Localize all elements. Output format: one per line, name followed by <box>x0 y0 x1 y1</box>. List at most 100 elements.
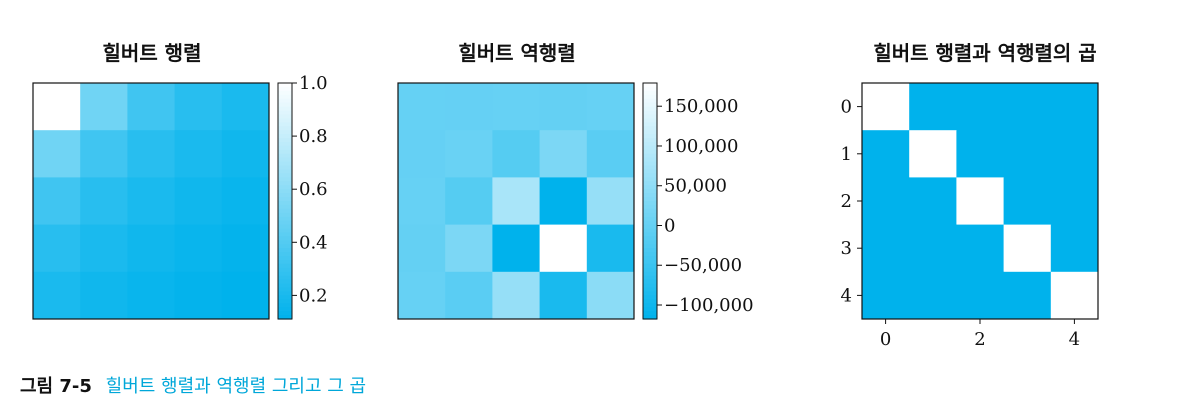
colorbar-segment <box>278 110 292 116</box>
colorbar-segment <box>278 212 292 218</box>
heatmap-cell <box>398 177 446 226</box>
y-tick-label: 3 <box>841 238 852 259</box>
heatmap-cell <box>492 177 541 226</box>
heatmap-cell <box>1003 83 1052 131</box>
heatmap-cell <box>398 271 446 320</box>
colorbar-segment <box>643 189 657 194</box>
colorbar-segment <box>278 142 292 147</box>
colorbar-segment <box>643 157 657 163</box>
colorbar-segment <box>278 240 292 245</box>
heatmap-cell <box>80 177 128 226</box>
colorbar-segment <box>643 295 657 300</box>
colorbar-segment <box>278 216 292 222</box>
heatmap-cell <box>909 271 957 320</box>
heatmap-cell <box>492 224 541 273</box>
heatmap-cell <box>956 83 1005 131</box>
colorbar-segment <box>278 94 292 100</box>
colorbar-frame <box>277 82 293 320</box>
heatmap-cell <box>127 271 176 320</box>
colorbar-segment <box>643 102 657 108</box>
x-tick-label: 2 <box>974 329 985 350</box>
y-tick-label: 0 <box>841 97 852 118</box>
colorbar-segment <box>278 232 292 237</box>
heatmap-frame <box>32 82 270 320</box>
colorbar-segment <box>643 149 657 155</box>
hilbert-matrix-panel: 힐버트 행렬 1.0 0.8 0.6 0.4 0.2 <box>32 41 328 320</box>
colorbar-segment <box>643 311 657 316</box>
colorbar-segment <box>278 224 292 230</box>
colorbar-segment <box>278 98 292 104</box>
heatmap-cell <box>445 177 493 226</box>
colorbar-segment <box>278 161 292 167</box>
colorbar-segment <box>643 232 657 237</box>
heatmap-cell <box>862 271 910 320</box>
colorbar-segment <box>278 138 292 143</box>
figure-caption: 그림 7-5 힐버트 행렬과 역행렬 그리고 그 곱 <box>20 372 366 398</box>
heatmap-cell <box>398 130 446 178</box>
colorbar-segment <box>643 267 657 273</box>
colorbar-segment <box>643 185 657 190</box>
colorbar-segment <box>278 130 292 135</box>
colorbar-segment <box>278 236 292 241</box>
colorbar-segment <box>278 122 292 127</box>
heatmap-cell <box>445 271 493 320</box>
heatmap-cell <box>909 83 957 131</box>
colorbar-segment <box>643 204 657 210</box>
colorbar-segment <box>643 283 657 289</box>
colorbar-segment <box>643 236 657 241</box>
heatmap-cell <box>956 177 1005 226</box>
heatmap-cell <box>33 83 81 131</box>
colorbar-segment <box>643 279 657 285</box>
heatmap-cell <box>1050 83 1099 131</box>
colorbar-segment <box>643 169 657 175</box>
colorbar-segment <box>643 165 657 171</box>
heatmap-cell <box>33 130 81 178</box>
heatmap-cell <box>445 83 493 131</box>
heatmap-cell <box>80 83 128 131</box>
colorbar-segment <box>643 106 657 112</box>
heatmap-cell <box>539 271 588 320</box>
heatmap-cell <box>586 83 635 131</box>
colorbar-segment <box>643 126 657 131</box>
colorbar-segment <box>643 220 657 226</box>
colorbar-segment <box>643 291 657 296</box>
heatmap-cell <box>539 83 588 131</box>
colorbar-segment <box>643 208 657 214</box>
y-tick-label: 1 <box>841 144 852 165</box>
colorbar-segment <box>643 142 657 147</box>
colorbar-segment <box>643 307 657 312</box>
colorbar-segment <box>643 212 657 218</box>
heatmap-cell <box>1003 177 1052 226</box>
colorbar-segment <box>278 165 292 171</box>
heatmap-cell <box>1003 224 1052 273</box>
colorbar-segment <box>278 181 292 186</box>
heatmap-cell <box>539 177 588 226</box>
heatmap-frame <box>397 82 635 320</box>
colorbar-frame <box>642 82 658 320</box>
colorbar-tick-label: −100,000 <box>664 295 754 316</box>
heatmap-cell <box>909 224 957 273</box>
colorbar-tick-label: 100,000 <box>664 136 738 157</box>
colorbar-segment <box>278 204 292 210</box>
product-matrix-panel: 힐버트 행렬과 역행렬의 곱 0 1 2 3 4 0 2 4 <box>841 41 1099 350</box>
colorbar-segment <box>643 114 657 119</box>
colorbar-tick-label: 150,000 <box>664 96 738 117</box>
colorbar-segment <box>643 260 657 265</box>
colorbar-segment <box>278 291 292 296</box>
heatmap-cell <box>127 224 176 273</box>
heatmap-cell <box>586 177 635 226</box>
colorbar-tick-label: 0 <box>664 215 675 236</box>
heatmap-cell <box>398 83 446 131</box>
colorbar-segment <box>643 263 657 269</box>
heatmap-cell <box>33 224 81 273</box>
heatmap-cell <box>492 83 541 131</box>
colorbar-segment <box>643 315 657 320</box>
colorbar-segment <box>278 271 292 277</box>
colorbar-tick-label: 0.4 <box>299 232 328 253</box>
colorbar-segment <box>643 287 657 293</box>
heatmap-cell <box>956 130 1005 178</box>
colorbar-segment <box>643 94 657 100</box>
colorbar-segment <box>643 134 657 139</box>
colorbar-segment <box>278 197 292 202</box>
heatmap-cell <box>80 224 128 273</box>
